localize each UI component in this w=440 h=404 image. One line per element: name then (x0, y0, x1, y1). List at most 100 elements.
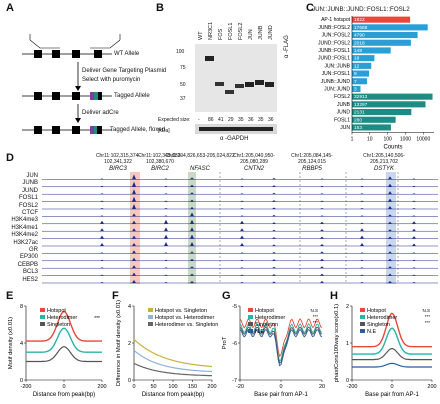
track-peak-9-1 (190, 242, 194, 246)
legend-label-2: Heterodimer vs. Singleton (155, 322, 218, 328)
track-peak-9-4 (388, 244, 392, 246)
track-peak-11-7 (320, 258, 324, 261)
legend-swatch-2 (40, 322, 45, 326)
flag-antibody-label: α -FLAG (284, 35, 290, 58)
bar-label-0: AP-1 hotspot (321, 17, 351, 23)
track-peak-8-3 (164, 234, 168, 239)
prot-chart: -20 0 20 -7 -6 -5 Base pair from AP-1 ProT Hotsp… (222, 304, 325, 398)
expected-size-label: Expected size: (158, 117, 191, 123)
legend-swatch-0 (248, 308, 253, 312)
track-peak-9-3 (164, 242, 168, 246)
x-tick-label-1: 10 (367, 137, 373, 143)
track-peak-9-0 (132, 243, 136, 246)
track-peak-10-8 (360, 252, 364, 254)
lane-label-fosl1: FOSL1 (228, 22, 234, 40)
expected-size-3: 29 (228, 117, 234, 123)
track-peak-10-3 (164, 252, 168, 254)
track-peak-5-4 (388, 214, 392, 217)
heterodimer-vs-singleton-line (133, 362, 213, 377)
bar-value-13: 280 (354, 117, 362, 123)
panel-c-label: C (306, 2, 314, 14)
bar-value-14: 153 (354, 125, 362, 131)
panel-e-label: E (6, 290, 14, 302)
track-peak-7-5 (240, 228, 244, 232)
track-label-bcl3: BCL3 (22, 269, 38, 276)
track-peak-8-9 (412, 236, 416, 239)
lane-label-wt: WT (198, 31, 204, 40)
legend-label-0: Hotspot vs. Singleton (155, 308, 207, 314)
bar-label-3: JUND::FOSL2 (318, 40, 350, 46)
bar-value-10: 32913 (354, 94, 368, 100)
region-coord-1: Chr11:102,345,183-102,380,670 (137, 153, 183, 165)
bar-12 (352, 109, 412, 116)
track-peak-6-7 (320, 221, 324, 224)
y-tick-label-1: 4 (20, 341, 23, 347)
legend-label-0: Hotspot (47, 308, 66, 314)
western-blot-gapdh (195, 124, 277, 134)
track-peak-1-6 (272, 185, 276, 187)
kda-label: [kDa] (158, 128, 170, 134)
y-axis-label: phastCons100way score(x0.1) (334, 304, 340, 382)
y-tick-label-0: -7 (232, 378, 237, 384)
track-peak-3-6 (272, 200, 276, 202)
x-tick-label-0: 1 (351, 137, 354, 143)
track-peak-5-1 (190, 212, 194, 217)
track-peak-11-2 (100, 259, 104, 261)
track-peak-9-7 (320, 244, 324, 246)
significance-2: *** (425, 320, 431, 325)
track-label-junb: JUNB (22, 180, 38, 187)
track-peak-8-4 (388, 236, 392, 239)
bar-value-0: 1822 (354, 17, 365, 23)
track-peak-3-9 (412, 200, 416, 202)
track-peak-13-7 (320, 273, 324, 276)
x-tick-label-2: 100 (383, 137, 392, 143)
x-tick-label-0: 0 (132, 384, 135, 390)
hotspot-vs-singleton-line (133, 338, 213, 368)
track-peak-3-1 (190, 199, 194, 202)
track-peak-10-9 (412, 252, 416, 254)
track-peak-0-7 (320, 178, 324, 180)
lane-label-jund: JUND (268, 25, 274, 40)
bar-value-7: 9 (354, 71, 357, 77)
track-peak-6-6 (272, 222, 276, 224)
track-peak-6-8 (360, 222, 364, 224)
track-peak-1-0 (132, 181, 136, 187)
bar-11 (352, 101, 426, 108)
legend-label-2: Singleton (255, 322, 278, 328)
region-gene-1: BIRC2 (151, 166, 169, 172)
track-peak-6-3 (164, 219, 168, 224)
bar-label-2: JUN::FOSL2 (322, 33, 351, 39)
track-peak-5-7 (320, 215, 324, 217)
track-peak-4-6 (272, 207, 276, 209)
track-peak-14-4 (388, 281, 392, 283)
expected-size-1: 86 (208, 117, 214, 123)
western-blot-flag (195, 44, 277, 112)
y-axis-label: Difference in Motif density (x0.01) (116, 300, 122, 386)
track-peak-0-1 (190, 177, 194, 180)
lane-label-junb: JUNB (258, 25, 264, 40)
segment-loxp-1: loxP (80, 20, 89, 26)
segment-tga: TGA (67, 20, 77, 26)
track-label-h3k4me1: H3K4me1 (11, 224, 38, 231)
y-tick-label-0: 0 (346, 378, 349, 384)
bar-value-12: 2131 (354, 110, 365, 116)
track-peak-10-7 (320, 251, 324, 254)
track-label-ep300: EP300 (19, 254, 38, 261)
track-label-jun: JUN (26, 173, 38, 179)
track-peak-12-4 (388, 266, 392, 269)
track-peak-13-6 (272, 274, 276, 276)
region-coord-4: Chr1:205,084,145-205,124,015 (291, 153, 333, 165)
track-peak-7-7 (320, 229, 324, 232)
bar-label-8: JUNB::JUND (321, 79, 351, 85)
x-axis-label: Base pair from AP-1 (365, 392, 419, 398)
track-peak-6-1 (190, 219, 194, 224)
wt-allele-label: WT Allele (114, 51, 140, 57)
x-axis-label: Distance from peak(bp) (142, 392, 204, 398)
ne-line (239, 328, 323, 367)
track-peak-10-6 (272, 251, 276, 254)
track-peak-3-2 (100, 200, 104, 202)
track-peak-13-4 (388, 273, 392, 276)
track-peak-8-8 (360, 235, 364, 239)
